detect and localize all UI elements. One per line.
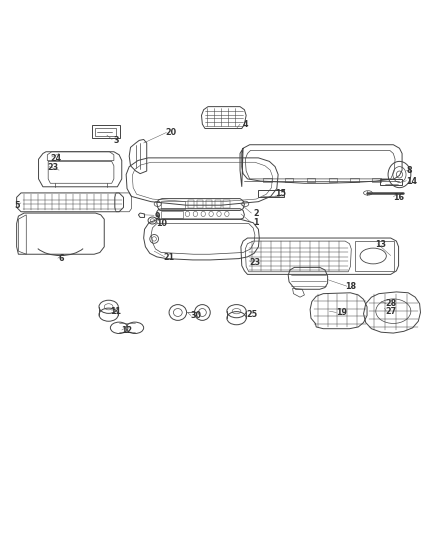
Text: 12: 12: [121, 326, 133, 335]
Text: 21: 21: [163, 253, 174, 262]
Text: 19: 19: [336, 308, 347, 317]
Bar: [223, 200, 230, 208]
Text: 23: 23: [47, 164, 58, 173]
Bar: [380, 179, 402, 185]
Text: 16: 16: [393, 193, 404, 202]
Bar: [215, 200, 221, 208]
Bar: [161, 201, 185, 209]
Bar: [95, 128, 116, 136]
Text: 8: 8: [407, 166, 412, 175]
Text: 20: 20: [165, 128, 177, 138]
Text: 10: 10: [155, 219, 167, 228]
Bar: [206, 200, 212, 208]
Text: 4: 4: [243, 119, 248, 128]
Text: 27: 27: [385, 306, 397, 316]
Text: 23: 23: [249, 259, 261, 268]
Bar: [258, 190, 284, 197]
Text: 5: 5: [14, 201, 19, 209]
Bar: [328, 178, 337, 182]
Text: 3: 3: [113, 136, 119, 145]
Text: 1: 1: [254, 218, 259, 227]
Bar: [92, 125, 120, 138]
Bar: [355, 241, 394, 271]
Bar: [350, 178, 359, 182]
Text: 11: 11: [110, 306, 122, 316]
Text: 30: 30: [191, 311, 202, 320]
Bar: [307, 178, 315, 182]
Text: 14: 14: [406, 176, 417, 185]
Text: 25: 25: [246, 310, 258, 319]
Text: 18: 18: [345, 282, 356, 290]
Text: 9: 9: [155, 212, 160, 221]
Bar: [188, 200, 194, 208]
Bar: [372, 178, 381, 182]
Text: 28: 28: [385, 299, 397, 308]
Text: 24: 24: [50, 154, 62, 163]
Bar: [161, 211, 183, 218]
Text: 6: 6: [59, 254, 64, 263]
Text: 2: 2: [254, 208, 259, 217]
Bar: [263, 178, 272, 182]
Bar: [285, 178, 293, 182]
Text: 13: 13: [375, 240, 387, 249]
Bar: [197, 200, 203, 208]
Text: 15: 15: [275, 189, 286, 198]
